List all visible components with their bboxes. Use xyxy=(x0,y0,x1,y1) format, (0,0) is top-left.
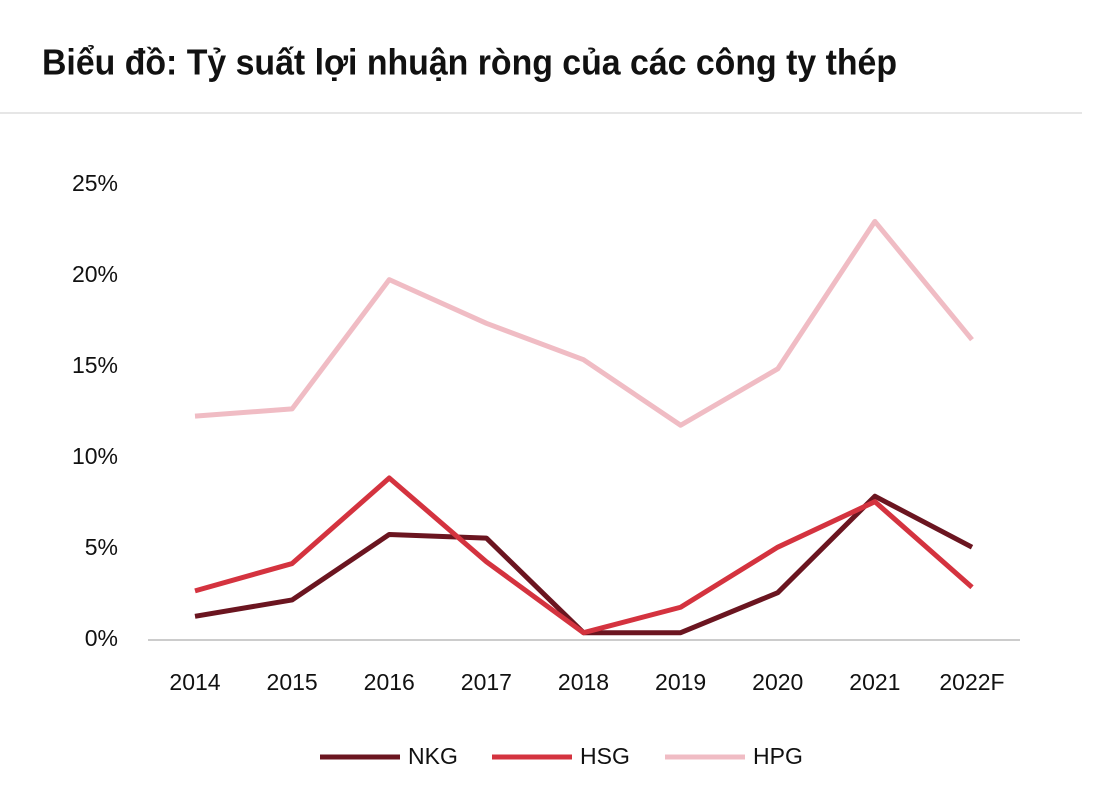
y-tick-label: 15% xyxy=(72,352,118,378)
legend-label: HPG xyxy=(753,743,803,769)
x-tick-label: 2020 xyxy=(752,669,803,695)
x-tick-label: 2021 xyxy=(849,669,900,695)
y-tick-label: 10% xyxy=(72,443,118,469)
line xyxy=(194,475,974,636)
chart-title: Biểu đồ: Tỷ suất lợi nhuận ròng của các … xyxy=(42,42,897,83)
line xyxy=(194,493,974,636)
x-tick-label: 2019 xyxy=(655,669,706,695)
legend-label: NKG xyxy=(408,743,458,769)
x-tick-label: 2022F xyxy=(939,669,1004,695)
legend-label: HSG xyxy=(580,743,630,769)
line xyxy=(194,218,974,428)
x-tick-label: 2014 xyxy=(169,669,220,695)
x-tick-label: 2018 xyxy=(558,669,609,695)
x-tick-label: 2017 xyxy=(461,669,512,695)
x-tick-label: 2015 xyxy=(267,669,318,695)
x-tick-label: 2016 xyxy=(364,669,415,695)
y-tick-label: 5% xyxy=(85,534,118,560)
y-tick-label: 0% xyxy=(85,625,118,651)
y-tick-label: 25% xyxy=(72,170,118,196)
y-tick-label: 20% xyxy=(72,261,118,287)
